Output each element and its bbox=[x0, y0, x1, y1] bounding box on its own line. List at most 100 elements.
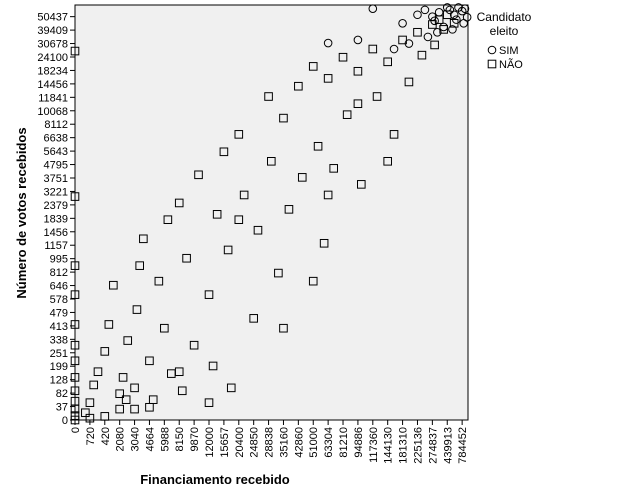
data-point bbox=[115, 404, 124, 414]
data-point bbox=[70, 356, 80, 366]
y-tick-label: 14456 bbox=[37, 79, 68, 91]
data-point bbox=[323, 74, 333, 83]
data-point bbox=[239, 190, 249, 200]
data-point bbox=[398, 35, 407, 45]
y-tick-label: 4795 bbox=[44, 160, 68, 172]
data-point bbox=[297, 173, 307, 182]
y-tick-label: 8112 bbox=[44, 119, 68, 131]
data-point bbox=[93, 367, 103, 377]
y-tick-label: 18234 bbox=[37, 65, 68, 77]
data-point bbox=[219, 147, 229, 157]
data-point bbox=[434, 15, 444, 24]
legend-label: NÃO bbox=[499, 58, 523, 71]
y-tick-label: 39409 bbox=[37, 25, 68, 37]
y-tick-label: 646 bbox=[50, 281, 68, 293]
data-point bbox=[121, 395, 131, 404]
data-point bbox=[70, 290, 80, 299]
data-point bbox=[368, 4, 378, 13]
data-point bbox=[130, 404, 139, 414]
data-point bbox=[433, 27, 442, 37]
x-tick-label: 24850 bbox=[249, 427, 261, 458]
y-tick-label: 199 bbox=[50, 361, 68, 373]
data-point bbox=[329, 164, 338, 173]
data-point bbox=[70, 192, 80, 201]
data-point bbox=[383, 57, 392, 67]
y-tick-label: 128 bbox=[50, 375, 68, 387]
x-tick-label: 420 bbox=[100, 427, 112, 445]
data-point bbox=[308, 62, 318, 71]
data-point bbox=[459, 18, 468, 28]
data-point bbox=[70, 320, 80, 329]
data-point bbox=[223, 245, 233, 255]
y-tick-label: 479 bbox=[50, 307, 68, 319]
y-tick-label: 24100 bbox=[37, 52, 68, 64]
x-tick-label: 42860 bbox=[293, 427, 305, 458]
x-tick-label: 3040 bbox=[130, 427, 142, 451]
y-tick-label: 30678 bbox=[37, 39, 68, 51]
x-tick-label: 0 bbox=[70, 427, 82, 433]
data-point bbox=[163, 215, 173, 224]
data-point bbox=[417, 50, 427, 60]
x-tick-label: 439913 bbox=[442, 427, 454, 464]
data-point bbox=[85, 398, 95, 407]
data-point bbox=[212, 210, 222, 219]
y-tick-label: 1157 bbox=[44, 240, 68, 252]
data-point bbox=[109, 280, 118, 290]
data-point bbox=[294, 81, 303, 91]
x-tick-label: 63304 bbox=[323, 427, 335, 458]
data-point bbox=[70, 340, 80, 350]
data-point bbox=[457, 6, 467, 16]
data-point bbox=[389, 130, 399, 139]
data-point bbox=[308, 276, 318, 286]
y-tick-label: 1839 bbox=[44, 213, 68, 225]
legend-title: Candidato eleito bbox=[476, 10, 532, 38]
data-point bbox=[89, 380, 99, 390]
data-point bbox=[353, 66, 363, 76]
data-point bbox=[204, 290, 214, 299]
x-tick-label: 20400 bbox=[234, 427, 246, 458]
plot-frame bbox=[74, 4, 469, 421]
x-tick-label: 4664 bbox=[144, 427, 156, 451]
data-point bbox=[81, 408, 90, 418]
data-point bbox=[100, 347, 110, 356]
x-tick-label: 181310 bbox=[398, 427, 410, 464]
x-tick-label: 225136 bbox=[412, 427, 424, 464]
y-tick-label: 50437 bbox=[37, 12, 68, 24]
y-tick-label: 3751 bbox=[44, 173, 68, 185]
data-point bbox=[264, 92, 273, 101]
data-point bbox=[249, 314, 258, 323]
y-axis-title: Número de votos recebidos bbox=[14, 127, 29, 298]
data-point bbox=[115, 389, 124, 399]
data-point bbox=[70, 373, 80, 382]
y-tick-label: 251 bbox=[50, 348, 68, 360]
data-point bbox=[189, 340, 199, 350]
y-tick-label: 0 bbox=[62, 415, 68, 427]
data-point bbox=[423, 32, 433, 42]
y-tick-label: 338 bbox=[50, 334, 68, 346]
data-point bbox=[70, 415, 80, 425]
x-tick-label: 28838 bbox=[264, 427, 276, 458]
legend-marker bbox=[487, 45, 497, 55]
data-point bbox=[279, 323, 288, 333]
x-tick-label: 8150 bbox=[174, 427, 186, 451]
data-point bbox=[279, 113, 288, 123]
data-point bbox=[448, 25, 457, 34]
y-tick-label: 37 bbox=[56, 402, 68, 414]
data-point bbox=[253, 225, 263, 235]
x-tick-label: 274837 bbox=[427, 427, 439, 464]
y-tick-label: 5643 bbox=[44, 146, 68, 158]
x-tick-label: 5988 bbox=[159, 427, 171, 451]
data-point bbox=[154, 276, 164, 286]
data-point bbox=[70, 386, 80, 396]
data-point bbox=[413, 27, 422, 37]
data-point bbox=[323, 38, 333, 48]
data-point bbox=[204, 398, 214, 407]
legend-marker bbox=[487, 59, 497, 69]
x-tick-label: 94886 bbox=[353, 427, 365, 458]
data-point bbox=[70, 411, 80, 420]
data-point bbox=[439, 25, 448, 34]
x-tick-label: 35160 bbox=[278, 427, 290, 458]
data-point bbox=[356, 180, 366, 189]
data-point bbox=[413, 10, 422, 20]
data-point bbox=[70, 261, 80, 270]
